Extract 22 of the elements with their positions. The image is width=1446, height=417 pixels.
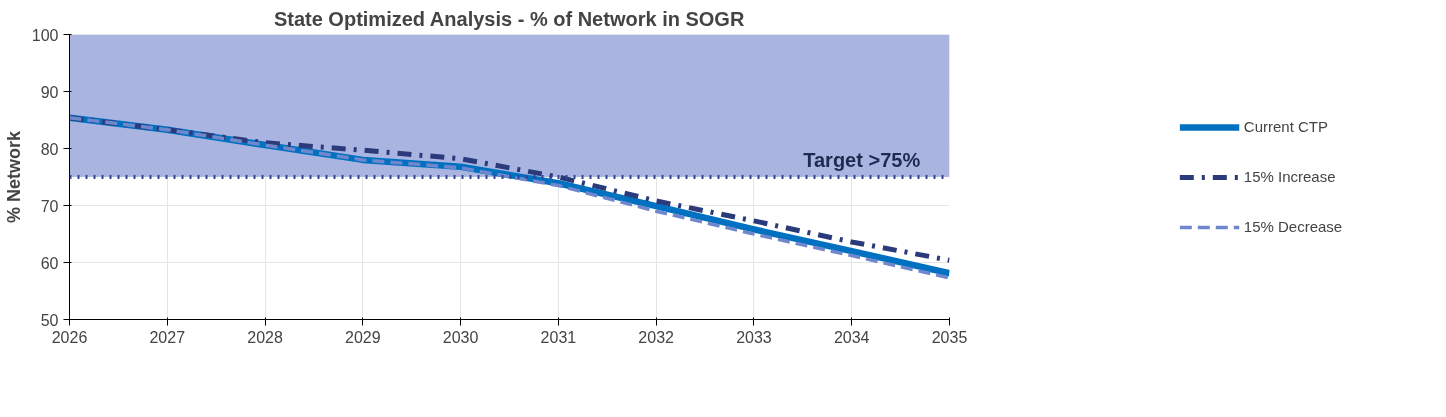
legend-label: Current CTP [1243,118,1328,135]
y-tick-label: 60 [40,254,59,272]
legend-label: 15% Increase [1243,168,1336,185]
x-tick-label: 2032 [638,328,675,346]
y-axis-title: % Network [3,130,24,224]
x-tick-label: 2033 [736,328,772,346]
chart-title: State Optimized Analysis - % of Network in SOGR [273,7,745,30]
x-tick-label: 2028 [247,328,283,346]
legend-label: 15% Decrease [1243,218,1343,235]
y-tick-label: 90 [40,83,59,101]
y-tick-label: 50 [40,311,59,329]
x-tick-label: 2029 [345,328,381,346]
y-tick-label: 100 [31,26,59,44]
y-tick-label: 70 [40,197,59,215]
x-tick-label: 2035 [931,328,968,346]
x-tick-label: 2031 [540,328,577,346]
x-tick-label: 2026 [51,328,88,346]
x-tick-label: 2030 [442,328,479,346]
band-label: Target >75% [803,149,921,172]
x-tick-label: 2034 [833,328,870,346]
x-tick-label: 2027 [149,328,186,346]
y-tick-label: 80 [40,140,59,158]
